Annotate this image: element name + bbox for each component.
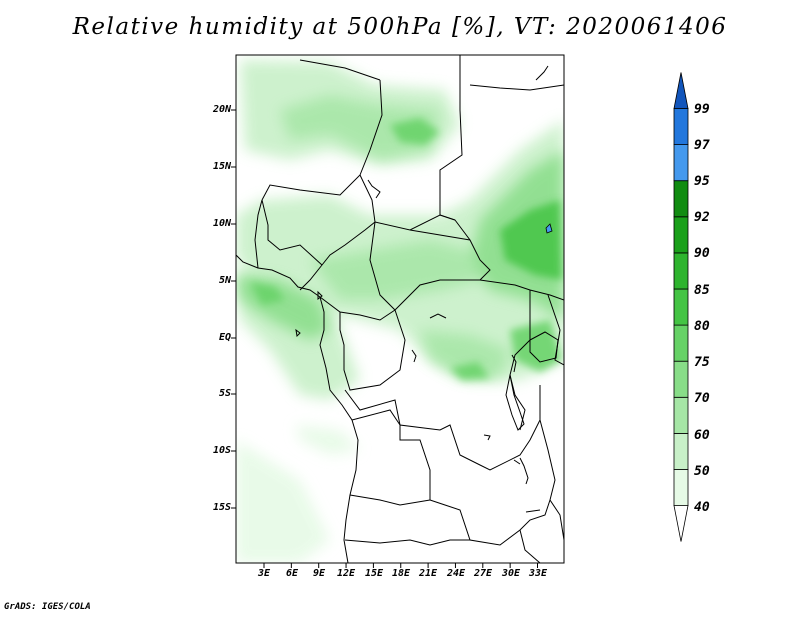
grads-credit: GrADS: IGES/COLA (4, 602, 91, 612)
colorbar-swatch (673, 505, 689, 542)
colorbar-swatch (673, 396, 689, 434)
lon-label-6e: 6E (285, 568, 299, 579)
lon-label-15e: 15E (364, 568, 384, 579)
colorbar-swatch (673, 216, 689, 254)
lon-label-21e: 21E (418, 568, 438, 579)
lakes-coastlines (295, 290, 559, 513)
lat-label-15s: 15S (212, 502, 231, 513)
colorbar-label-60: 60 (694, 428, 710, 443)
lon-label-18e: 18E (391, 568, 411, 579)
lon-label-24e: 24E (446, 568, 466, 579)
colorbar-label-92: 92 (694, 210, 710, 225)
colorbar-swatch (673, 72, 689, 109)
colorbar-label-90: 90 (694, 246, 710, 261)
lon-label-30e: 30E (501, 568, 521, 579)
lon-label-3e: 3E (257, 568, 271, 579)
lat-label-15n: 15N (212, 161, 231, 172)
colorbar-swatch (673, 108, 689, 145)
colorbar-label-80: 80 (694, 319, 710, 334)
map-title: Relative humidity at 500hPa [%], VT: 202… (72, 14, 728, 40)
colorbar-swatch (673, 144, 689, 182)
lat-label-5s: 5S (218, 388, 231, 399)
lat-label-10s: 10S (212, 445, 231, 456)
map-frame (235, 54, 565, 564)
colorbar-label-70: 70 (694, 391, 710, 406)
colorbar-label-75: 75 (694, 355, 710, 370)
colorbar-swatch (673, 469, 689, 506)
colorbar-label-97: 97 (694, 138, 710, 153)
colorbar-swatch (673, 432, 689, 470)
lat-label-5n: 5N (218, 275, 231, 286)
lat-label-eq: EQ (218, 332, 231, 343)
colorbar-swatch (673, 252, 689, 290)
colorbar-label-99: 99 (694, 102, 710, 117)
lon-label-27e: 27E (473, 568, 493, 579)
humidity-field (236, 60, 564, 563)
colorbar-label-85: 85 (694, 283, 710, 298)
lon-label-12e: 12E (336, 568, 356, 579)
colorbar-swatch (673, 324, 689, 362)
colorbar-swatch (673, 180, 689, 218)
lon-label-33e: 33E (528, 568, 548, 579)
lat-label-20n: 20N (212, 104, 231, 115)
colorbar-swatch (673, 288, 689, 326)
colorbar-label-40: 40 (694, 500, 710, 515)
colorbar-label-95: 95 (694, 174, 710, 189)
colorbar-label-50: 50 (694, 464, 710, 479)
colorbar-swatch (673, 360, 689, 398)
lat-label-10n: 10N (212, 218, 231, 229)
colorbar (673, 72, 689, 542)
lon-label-9e: 9E (312, 568, 326, 579)
